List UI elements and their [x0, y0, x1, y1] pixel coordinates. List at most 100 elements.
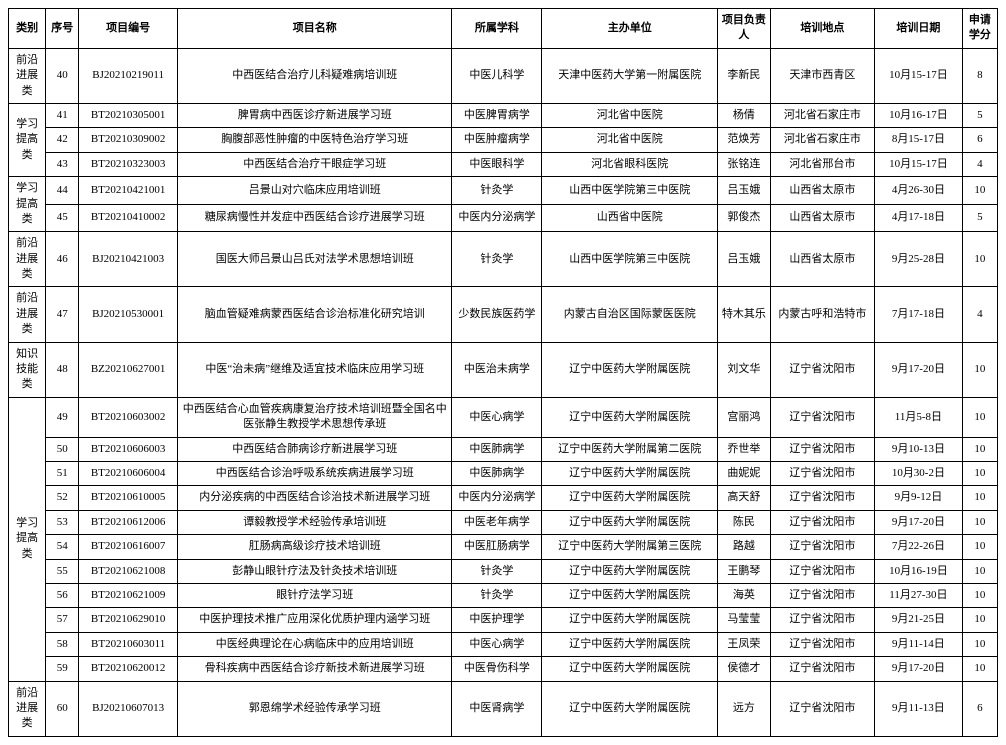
subject-cell: 中医内分泌病学 [452, 204, 542, 232]
name-cell: 肛肠病高级诊疗技术培训班 [178, 535, 452, 559]
code-cell: BT20210603002 [79, 397, 178, 437]
subject-cell: 中医肺病学 [452, 461, 542, 485]
location-cell: 河北省石家庄市 [770, 103, 874, 127]
code-cell: BJ20210219011 [79, 48, 178, 103]
date-cell: 7月17-18日 [875, 287, 963, 342]
seq-cell: 58 [46, 632, 79, 656]
host-cell: 山西省中医院 [542, 204, 718, 232]
location-cell: 辽宁省沈阳市 [770, 461, 874, 485]
training-table: 类别 序号 项目编号 项目名称 所属学科 主办单位 项目负责人 培训地点 培训日… [8, 8, 998, 737]
seq-cell: 57 [46, 608, 79, 632]
host-cell: 内蒙古自治区国际蒙医医院 [542, 287, 718, 342]
date-cell: 7月22-26日 [875, 535, 963, 559]
table-row: 55BT20210621008彭静山眼针疗法及针灸技术培训班针灸学辽宁中医药大学… [9, 559, 998, 583]
leader-cell: 王凤荣 [718, 632, 771, 656]
leader-cell: 宫丽鸿 [718, 397, 771, 437]
host-cell: 辽宁中医药大学附属第二医院 [542, 437, 718, 461]
category-cell: 学习提高类 [9, 397, 46, 681]
host-cell: 河北省中医院 [542, 103, 718, 127]
code-cell: BT20210620012 [79, 657, 178, 681]
seq-cell: 55 [46, 559, 79, 583]
location-cell: 辽宁省沈阳市 [770, 535, 874, 559]
code-cell: BT20210606003 [79, 437, 178, 461]
leader-cell: 吕玉娥 [718, 177, 771, 205]
code-cell: BT20210606004 [79, 461, 178, 485]
name-cell: 中西医结合肺病诊疗新进展学习班 [178, 437, 452, 461]
credit-cell: 6 [962, 128, 997, 152]
credit-cell: 4 [962, 152, 997, 176]
table-row: 前沿进展类47BJ20210530001脑血管疑难病蒙西医结合诊治标准化研究培训… [9, 287, 998, 342]
credit-cell: 10 [962, 632, 997, 656]
code-cell: BT20210309002 [79, 128, 178, 152]
location-cell: 辽宁省沈阳市 [770, 510, 874, 534]
table-row: 56BT20210621009眼针疗法学习班针灸学辽宁中医药大学附属医院海英辽宁… [9, 583, 998, 607]
credit-cell: 10 [962, 608, 997, 632]
host-cell: 山西中医学院第三中医院 [542, 232, 718, 287]
code-cell: BT20210612006 [79, 510, 178, 534]
seq-cell: 52 [46, 486, 79, 510]
credit-cell: 10 [962, 232, 997, 287]
host-cell: 辽宁中医药大学附属医院 [542, 486, 718, 510]
subject-cell: 中医儿科学 [452, 48, 542, 103]
date-cell: 10月15-17日 [875, 152, 963, 176]
name-cell: 眼针疗法学习班 [178, 583, 452, 607]
name-cell: 脾胃病中西医诊疗新进展学习班 [178, 103, 452, 127]
leader-cell: 吕玉娥 [718, 232, 771, 287]
table-row: 51BT20210606004中西医结合诊治呼吸系统疾病进展学习班中医肺病学辽宁… [9, 461, 998, 485]
credit-cell: 10 [962, 461, 997, 485]
host-cell: 辽宁中医药大学附属医院 [542, 510, 718, 534]
leader-cell: 曲妮妮 [718, 461, 771, 485]
code-cell: BT20210421001 [79, 177, 178, 205]
location-cell: 天津市西青区 [770, 48, 874, 103]
code-cell: BT20210621008 [79, 559, 178, 583]
header-date: 培训日期 [875, 9, 963, 49]
name-cell: 糖尿病慢性并发症中西医结合诊疗进展学习班 [178, 204, 452, 232]
seq-cell: 43 [46, 152, 79, 176]
header-code: 项目编号 [79, 9, 178, 49]
code-cell: BJ20210607013 [79, 681, 178, 736]
table-row: 50BT20210606003中西医结合肺病诊疗新进展学习班中医肺病学辽宁中医药… [9, 437, 998, 461]
code-cell: BT20210305001 [79, 103, 178, 127]
subject-cell: 针灸学 [452, 177, 542, 205]
credit-cell: 6 [962, 681, 997, 736]
host-cell: 辽宁中医药大学附属医院 [542, 461, 718, 485]
subject-cell: 中医老年病学 [452, 510, 542, 534]
header-name: 项目名称 [178, 9, 452, 49]
header-seq: 序号 [46, 9, 79, 49]
subject-cell: 中医治未病学 [452, 342, 542, 397]
leader-cell: 范焕芳 [718, 128, 771, 152]
header-category: 类别 [9, 9, 46, 49]
location-cell: 辽宁省沈阳市 [770, 583, 874, 607]
location-cell: 辽宁省沈阳市 [770, 437, 874, 461]
seq-cell: 56 [46, 583, 79, 607]
header-subject: 所属学科 [452, 9, 542, 49]
credit-cell: 10 [962, 535, 997, 559]
name-cell: 郭恩绵学术经验传承学习班 [178, 681, 452, 736]
seq-cell: 41 [46, 103, 79, 127]
category-cell: 前沿进展类 [9, 287, 46, 342]
seq-cell: 54 [46, 535, 79, 559]
leader-cell: 乔世举 [718, 437, 771, 461]
header-host: 主办单位 [542, 9, 718, 49]
credit-cell: 10 [962, 437, 997, 461]
category-cell: 前沿进展类 [9, 681, 46, 736]
date-cell: 4月26-30日 [875, 177, 963, 205]
seq-cell: 48 [46, 342, 79, 397]
table-row: 学习提高类44BT20210421001吕景山对穴临床应用培训班针灸学山西中医学… [9, 177, 998, 205]
subject-cell: 针灸学 [452, 232, 542, 287]
name-cell: 骨科疾病中西医结合诊疗新技术新进展学习班 [178, 657, 452, 681]
table-row: 学习提高类49BT20210603002中西医结合心血管疾病康复治疗技术培训班暨… [9, 397, 998, 437]
date-cell: 4月17-18日 [875, 204, 963, 232]
subject-cell: 针灸学 [452, 583, 542, 607]
host-cell: 辽宁中医药大学附属医院 [542, 559, 718, 583]
leader-cell: 郭俊杰 [718, 204, 771, 232]
category-cell: 知识技能类 [9, 342, 46, 397]
subject-cell: 针灸学 [452, 559, 542, 583]
date-cell: 10月15-17日 [875, 48, 963, 103]
date-cell: 10月30-2日 [875, 461, 963, 485]
table-row: 学习提高类41BT20210305001脾胃病中西医诊疗新进展学习班中医脾胃病学… [9, 103, 998, 127]
name-cell: 中西医结合治疗儿科疑难病培训班 [178, 48, 452, 103]
code-cell: BT20210323003 [79, 152, 178, 176]
subject-cell: 中医肿瘤病学 [452, 128, 542, 152]
credit-cell: 10 [962, 583, 997, 607]
